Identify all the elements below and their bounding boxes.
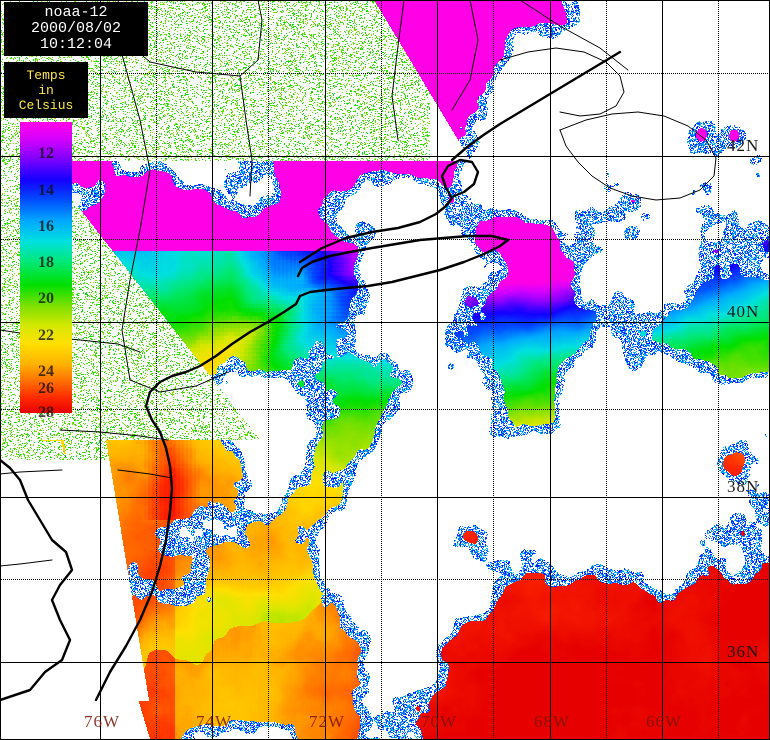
longitude-label-76W: 76W: [84, 712, 121, 731]
legend-line-2: in: [38, 82, 54, 98]
satellite-name: noaa-12: [44, 4, 108, 21]
latitude-label-38N: 38N: [727, 477, 760, 496]
latitude-label-36N: 36N: [727, 642, 760, 661]
image-date: 2000/08/02: [30, 20, 121, 37]
longitude-label-74W: 74W: [196, 712, 233, 731]
legend-line-1: Temps: [26, 67, 66, 83]
longitude-label-66W: 66W: [646, 712, 683, 731]
legend-line-3: Celsius: [18, 97, 74, 113]
latitude-label-40N: 40N: [727, 302, 760, 321]
temperature-colorbar: 12 14 16 18 20 22 24 26 28: [20, 122, 72, 421]
image-time: 10:12:04: [39, 36, 112, 53]
latitude-label-42N: 42N: [727, 136, 760, 155]
colorbar-legend-plate: Temps in Celsius: [4, 62, 88, 118]
longitude-label-72W: 72W: [309, 712, 346, 731]
colorbar-gradient: [20, 122, 72, 413]
longitude-label-70W: 70W: [421, 712, 458, 731]
longitude-label-68W: 68W: [534, 712, 571, 731]
title-plate: noaa-12 2000/08/02 10:12:04: [4, 2, 148, 56]
